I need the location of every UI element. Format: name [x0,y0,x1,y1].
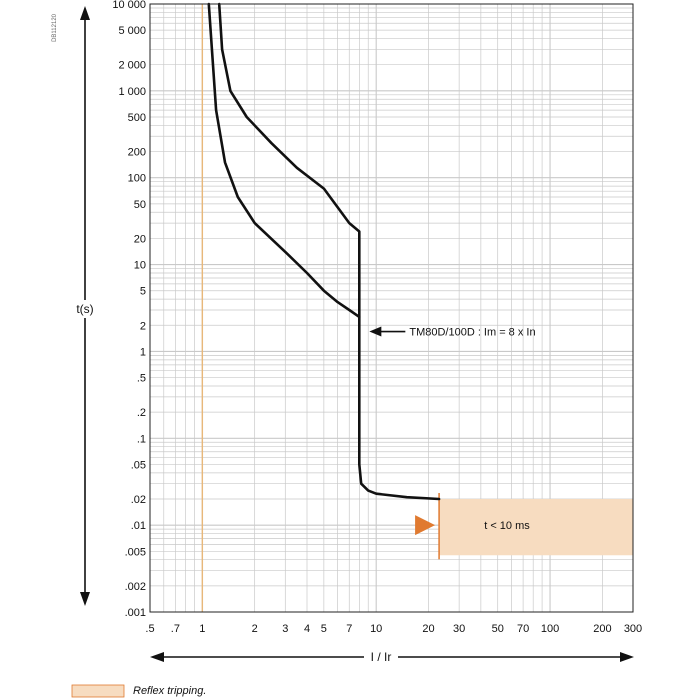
x-tick-label: 100 [541,623,559,635]
x-tick-label: 70 [517,623,529,635]
reflex-arrow-icon [415,515,436,536]
y-tick-label: 2 [140,320,146,332]
x-tick-label: 20 [422,623,434,635]
y-tick-label: 10 000 [112,0,146,11]
x-axis-label: I / Ir [371,650,392,664]
x-tick-labels: .5 .7 1 2 3 4 5 7 10 20 30 50 70 100 200 300 [145,623,642,635]
arrow-left-icon [369,326,382,337]
y-tick-label: .1 [137,433,146,445]
arrow-left-icon [150,652,164,662]
y-tick-label: 200 [128,147,146,159]
y-tick-label: 100 [128,173,146,185]
y-axis-label-bg [71,300,99,318]
threshold-annotation-label: TM80D/100D : Im = 8 x In [409,327,535,339]
y-tick-label: .5 [137,373,146,385]
x-tick-label: 5 [321,623,327,635]
x-tick-label: 50 [492,623,504,635]
x-tick-label: 300 [624,623,642,635]
y-tick-label: 500 [128,112,146,124]
threshold-annotation [369,326,406,337]
arrow-right-icon [620,652,634,662]
y-tick-label: 10 [134,260,146,272]
reflex-tripping-region [439,498,633,556]
y-tick-label: .02 [131,494,146,506]
y-tick-label: 5 000 [118,25,146,37]
x-tick-label: .7 [171,623,180,635]
arrow-up-icon [80,6,90,20]
legend-label: Reflex tripping. [133,685,206,697]
y-tick-label: 2 000 [118,60,146,72]
trip-curve-min [207,2,441,501]
x-axis-label-bg [364,648,398,666]
trip-curve-max [217,2,361,319]
y-tick-label: 20 [134,233,146,245]
y-tick-label: 5 [140,286,146,298]
x-axis-arrow [150,648,634,666]
x-tick-label: 3 [282,623,288,635]
y-tick-label: 50 [134,199,146,211]
figure-code: DB112120 [52,13,58,42]
y-tick-label: .002 [125,581,146,593]
y-tick-labels: 10 000 5 000 2 000 1 000 500 200 100 50 20 10 5 2 1.… [112,0,146,619]
x-tick-label: 200 [593,623,611,635]
y-tick-label: .05 [131,459,146,471]
y-tick-label: .001 [125,607,146,619]
y-axis-label: t(s) [76,302,93,316]
x-tick-label: 1 [199,623,205,635]
x-tick-label: 2 [252,623,258,635]
arrow-down-icon [80,592,90,606]
y-axis-arrow [71,6,99,606]
x-tick-label: 7 [346,623,352,635]
y-tick-label: .01 [131,520,146,532]
y-tick-label: 1 000 [118,86,146,98]
x-tick-label: 30 [453,623,465,635]
y-tick-label: 1 [140,346,146,358]
curve-layer [207,2,441,560]
x-tick-label: .5 [145,623,154,635]
x-tick-label: 4 [304,623,310,635]
reflex-time-label: t < 10 ms [484,520,530,532]
plot-frame [149,3,634,613]
y-tick-label: .005 [125,546,146,558]
legend-swatch [71,684,125,698]
x-tick-label: 10 [370,623,382,635]
y-tick-label: .2 [137,407,146,419]
